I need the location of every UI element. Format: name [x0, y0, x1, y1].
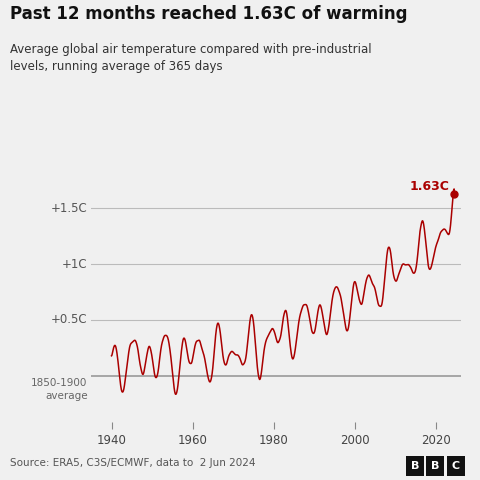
- Text: B: B: [410, 461, 419, 471]
- Text: 1.63C: 1.63C: [410, 180, 450, 193]
- Text: 1850-1900
average: 1850-1900 average: [31, 378, 87, 401]
- Text: +0.5C: +0.5C: [51, 313, 87, 326]
- Text: +1C: +1C: [62, 258, 87, 271]
- Text: C: C: [452, 461, 460, 471]
- Text: Average global air temperature compared with pre-industrial
levels, running aver: Average global air temperature compared …: [10, 43, 371, 73]
- Text: B: B: [431, 461, 440, 471]
- Text: +1.5C: +1.5C: [51, 202, 87, 215]
- Text: Past 12 months reached 1.63C of warming: Past 12 months reached 1.63C of warming: [10, 5, 407, 23]
- Text: Source: ERA5, C3S/ECMWF, data to  2 Jun 2024: Source: ERA5, C3S/ECMWF, data to 2 Jun 2…: [10, 458, 255, 468]
